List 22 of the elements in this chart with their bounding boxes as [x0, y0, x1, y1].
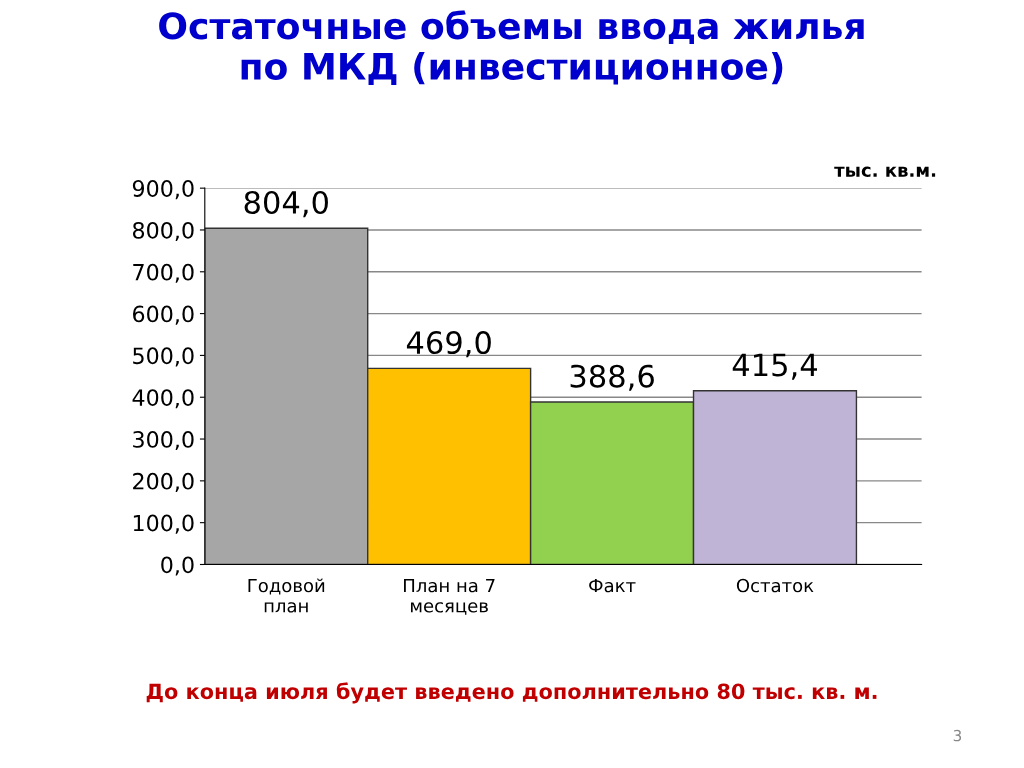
text: До конца июля будет введено дополнительно 80 тыс. кв. м.	[146, 682, 877, 704]
data-label: 469,0	[406, 331, 491, 358]
y-tick-label: 100,0	[133, 514, 194, 534]
y-tick-label: 600,0	[133, 305, 194, 325]
y-tick-label: 800,0	[132, 221, 194, 241]
y-tick-label: 700,0	[133, 263, 194, 283]
y-axis-title: тыс. кв.м.	[834, 166, 936, 177]
data-label: 415,4	[732, 353, 818, 380]
y-tick-label: 0,0	[161, 556, 194, 576]
chart-title: Остаточные объемы ввода жилья по МКД (инвестиционное)	[159, 10, 864, 86]
y-tick-label: 300,0	[133, 430, 194, 451]
x-tick-label: План на 7 месяцев	[404, 578, 495, 615]
data-label: 388,6	[570, 364, 654, 391]
x-tick-label: Факт	[589, 578, 636, 593]
y-tick-label: 500,0	[133, 347, 194, 367]
x-tick-label: Годовой план	[248, 578, 325, 613]
x-tick-label: Остаток	[736, 578, 814, 593]
data-label: 804,0	[244, 190, 328, 218]
y-tick-label: 200,0	[133, 472, 194, 492]
y-tick-label: 400,0	[132, 389, 194, 409]
y-tick-label: 900,0	[132, 180, 194, 200]
text: 3	[953, 729, 962, 742]
